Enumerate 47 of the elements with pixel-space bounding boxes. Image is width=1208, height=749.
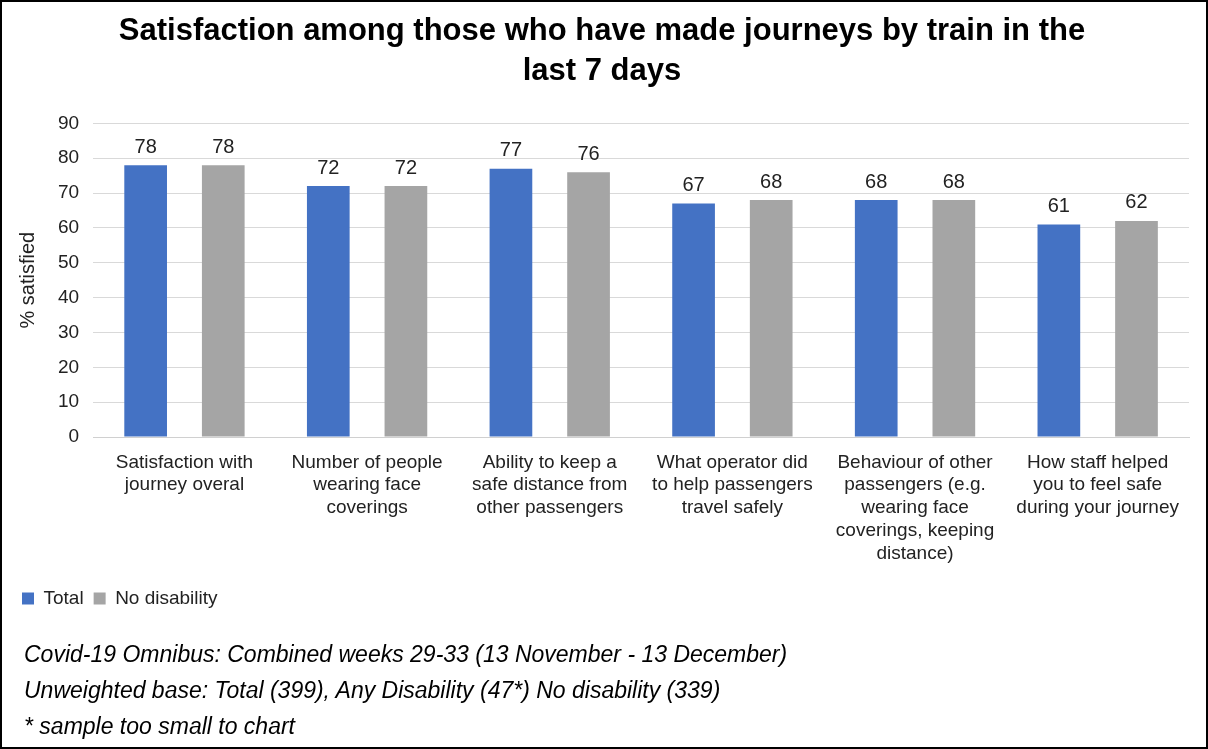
bar — [567, 172, 610, 437]
data-label: 62 — [1125, 190, 1148, 213]
y-tick-label: 50 — [57, 251, 80, 273]
y-tick-label: 70 — [57, 181, 80, 203]
bar — [932, 200, 976, 437]
bar — [854, 200, 898, 437]
bar — [306, 186, 350, 437]
data-label: 72 — [394, 155, 418, 178]
data-label: 78 — [134, 134, 157, 157]
x-tick-label: What operator did to help passengers travel safely — [652, 450, 813, 518]
y-tick-label: 60 — [57, 216, 80, 238]
data-label: 72 — [317, 155, 340, 178]
bar — [1037, 224, 1081, 437]
bar — [384, 186, 428, 437]
data-label: 67 — [682, 173, 705, 196]
text: Unweighted base: Total (399), Any Disability (47*) No disability (339) — [24, 676, 722, 705]
x-tick-label: Satisfaction with journey overal — [115, 450, 254, 495]
data-label: 78 — [212, 134, 235, 157]
x-tick-label: Ability to keep a safe distance from other passengers — [472, 450, 628, 518]
y-tick-label: 0 — [68, 425, 80, 447]
y-axis-title: % satisfied — [15, 231, 38, 329]
bar — [489, 168, 533, 437]
data-label: 77 — [499, 138, 523, 161]
legend-label: No disability — [115, 586, 219, 608]
data-label: 68 — [942, 169, 965, 192]
y-tick-label: 30 — [57, 320, 80, 342]
data-label: 76 — [577, 141, 600, 164]
x-tick-label: Number of people wearing face coverings — [291, 450, 443, 518]
bar — [1115, 220, 1158, 437]
y-tick-label: 90 — [57, 111, 80, 133]
y-tick-label: 40 — [57, 285, 80, 307]
bar — [201, 165, 245, 437]
y-tick-label: 10 — [57, 390, 80, 412]
bar — [124, 165, 167, 437]
bar — [749, 200, 793, 437]
text: * sample too small to chart — [24, 712, 297, 741]
y-tick-label: 20 — [57, 355, 80, 377]
x-tick-label: How staff helped you to feel safe during your journey — [1016, 450, 1180, 518]
x-tick-label: Behaviour of other passengers (e.g. wearing face coverings, keeping distance) — [835, 450, 995, 563]
chart-title: Satisfaction among those who have made journeys by train in the last 7 days — [117, 11, 1087, 89]
legend-label: Total — [43, 586, 84, 608]
data-label: 68 — [865, 169, 888, 192]
data-label: 61 — [1047, 193, 1070, 216]
y-tick-label: 80 — [57, 146, 80, 168]
text: Covid-19 Omnibus: Combined weeks 29-33 (13 November - 13 December) — [24, 640, 788, 669]
bar — [672, 203, 715, 437]
data-label: 68 — [760, 169, 783, 192]
